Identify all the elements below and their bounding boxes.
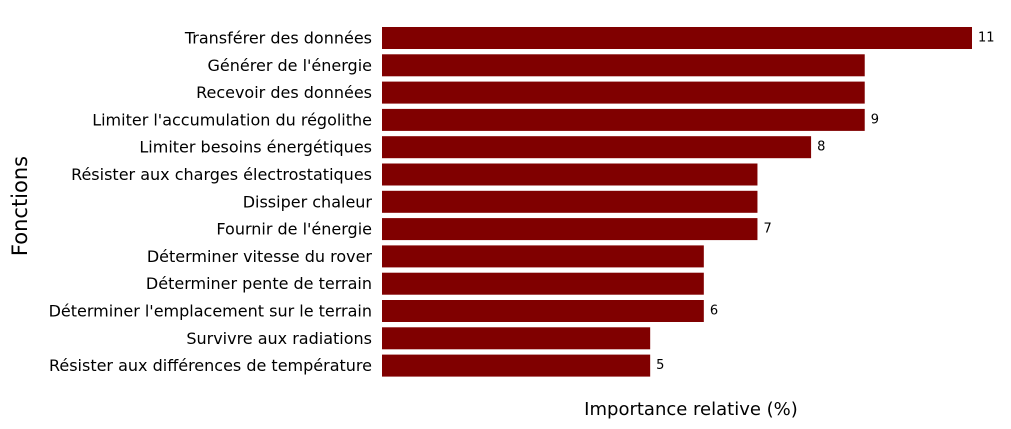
category-label: Limiter besoins énergétiques — [139, 138, 372, 157]
bar — [382, 108, 865, 131]
bar — [382, 354, 651, 377]
bar — [382, 300, 704, 322]
x-axis-title: Importance relative (%) — [584, 399, 798, 420]
category-labels: Transférer des données Générer de l'énerg… — [49, 29, 373, 376]
data-labels: 11 9 8 7 6 5 — [656, 31, 994, 374]
data-label: 7 — [763, 222, 771, 237]
bar — [382, 245, 704, 268]
category-label: Résister aux différences de température — [49, 356, 372, 375]
category-label: Déterminer vitesse du rover — [147, 247, 373, 266]
category-label: Limiter l'accumulation du régolithe — [92, 110, 372, 129]
category-label: Survivre aux radiations — [186, 329, 372, 348]
data-label: 8 — [817, 140, 825, 155]
category-label: Fournir de l'énergie — [216, 220, 372, 239]
category-label: Transférer des données — [184, 29, 372, 48]
category-label: Recevoir des données — [196, 83, 372, 102]
data-label: 6 — [710, 304, 718, 319]
category-label: Dissiper chaleur — [243, 192, 373, 211]
data-label: 11 — [978, 31, 995, 46]
category-label: Résister aux charges électrostatiques — [71, 165, 372, 184]
bars-group — [382, 27, 972, 377]
bar — [382, 27, 972, 49]
bar — [382, 272, 704, 295]
bar — [382, 54, 865, 77]
bar — [382, 327, 651, 350]
bar — [382, 190, 758, 213]
data-label: 9 — [871, 112, 879, 127]
y-axis-title: Fonctions — [8, 156, 32, 256]
category-label: Déterminer l'emplacement sur le terrain — [49, 302, 372, 321]
data-label: 5 — [656, 358, 664, 373]
category-label: Générer de l'énergie — [208, 56, 372, 75]
bar — [382, 163, 758, 186]
bar — [382, 81, 865, 104]
bar — [382, 136, 812, 159]
bar — [382, 218, 758, 241]
category-label: Déterminer pente de terrain — [146, 274, 372, 293]
